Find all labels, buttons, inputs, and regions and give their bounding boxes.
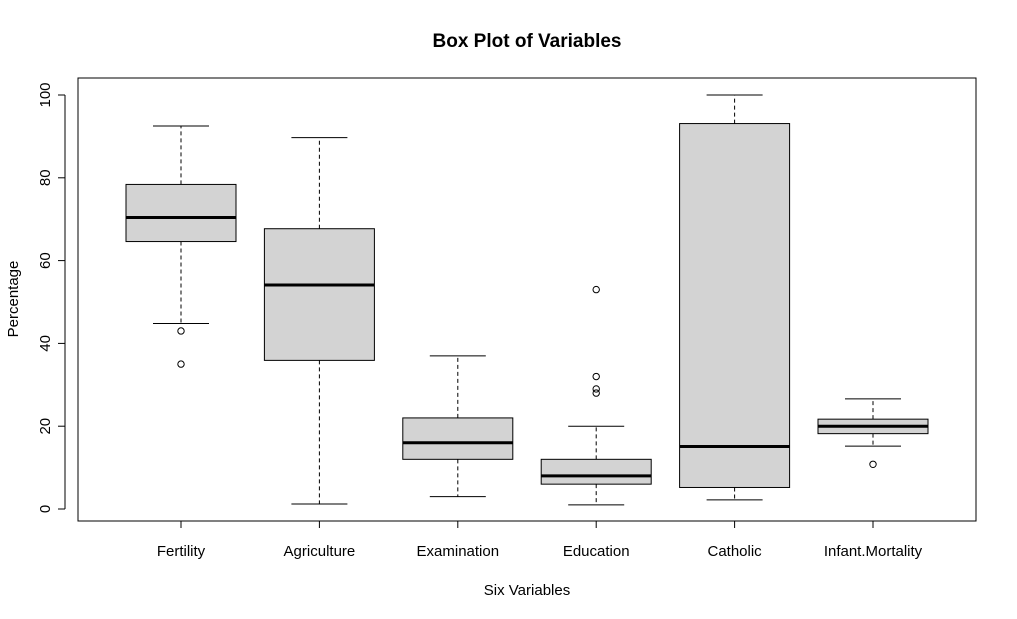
x-tick-label: Education — [563, 543, 630, 560]
iqr-box — [125, 183, 237, 243]
iqr-box — [263, 228, 375, 361]
outlier-point — [592, 372, 600, 381]
box-catholic — [679, 94, 791, 501]
outlier-point — [869, 460, 877, 468]
x-tick-label: Agriculture — [284, 543, 356, 560]
outlier-point — [177, 360, 185, 368]
box-education — [540, 285, 652, 506]
box-agriculture — [263, 137, 375, 505]
x-axis: Fertility Agriculture Examination Education… — [157, 520, 923, 560]
y-tick-label: 60 — [37, 252, 54, 269]
outlier-point — [592, 389, 600, 397]
y-tick-label: 20 — [37, 418, 54, 435]
iqr-box — [402, 417, 514, 460]
boxes-group — [125, 94, 929, 506]
y-tick-label: 40 — [37, 335, 54, 352]
plot-frame — [77, 77, 977, 522]
y-axis: 0 20 40 60 80 100 — [37, 82, 66, 513]
y-tick-label: 80 — [37, 169, 54, 186]
x-tick-label: Infant.Mortality — [824, 543, 923, 560]
y-tick-label: 0 — [37, 505, 54, 513]
y-tick-label: 100 — [37, 82, 54, 107]
x-axis-label: Six Variables — [484, 582, 570, 599]
outlier-point — [592, 285, 600, 294]
x-tick-label: Examination — [417, 543, 500, 560]
outlier-point — [177, 327, 185, 335]
outlier-point — [592, 385, 600, 393]
chart-title: Box Plot of Variables — [433, 31, 622, 52]
iqr-box — [540, 458, 652, 485]
box-examination — [402, 355, 514, 498]
box-infant-mortality — [817, 398, 929, 468]
x-tick-label: Catholic — [707, 543, 762, 560]
x-tick-label: Fertility — [157, 543, 206, 560]
y-axis-label: Percentage — [5, 261, 22, 338]
iqr-box — [679, 123, 791, 488]
box-fertility — [125, 125, 237, 368]
